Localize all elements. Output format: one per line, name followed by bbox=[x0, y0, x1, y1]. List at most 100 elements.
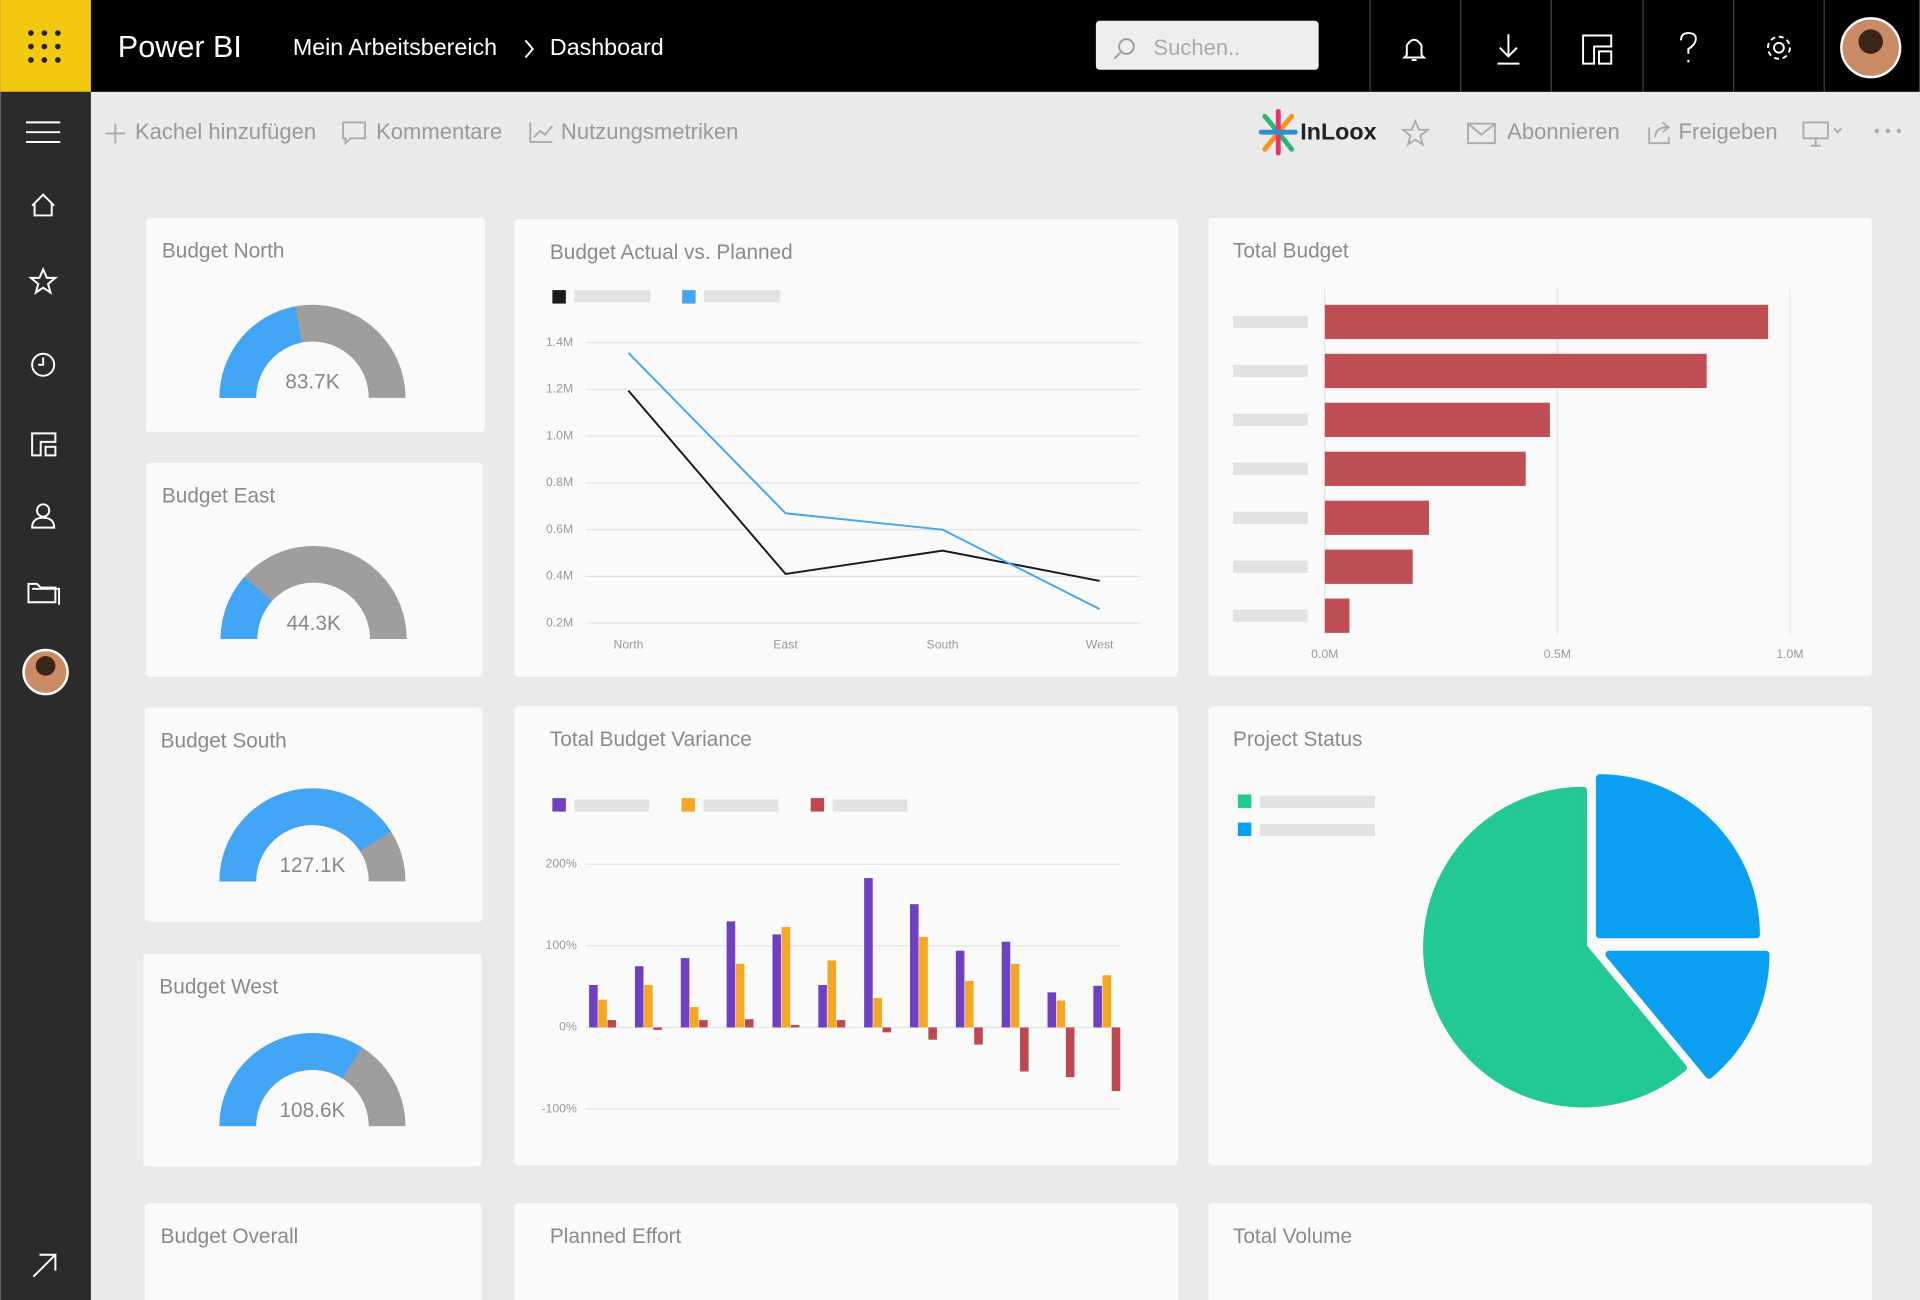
y-tick-label: 0.2M bbox=[546, 615, 573, 629]
tile-title: Budget Actual vs. Planned bbox=[550, 241, 793, 264]
gauge-track bbox=[220, 545, 407, 639]
bar bbox=[607, 1020, 617, 1028]
recent-icon[interactable] bbox=[31, 352, 56, 377]
breadcrumb[interactable]: Mein Arbeitsbereich bbox=[293, 34, 497, 60]
toolbar-action[interactable]: Kachel hinzufügen bbox=[135, 119, 316, 144]
bar bbox=[1324, 402, 1550, 438]
y-tick-label: 0% bbox=[559, 1020, 577, 1034]
shared-icon bbox=[31, 516, 56, 529]
bar bbox=[726, 921, 736, 1028]
add-tile-icon[interactable] bbox=[105, 123, 126, 144]
legend-placeholder bbox=[574, 290, 651, 303]
legend-placeholder bbox=[1259, 823, 1375, 837]
gauge-label: 83.7K bbox=[285, 371, 339, 394]
y-tick-label: 200% bbox=[546, 856, 577, 870]
tile bbox=[144, 1203, 482, 1300]
bar bbox=[836, 1020, 846, 1028]
tile-title: Budget East bbox=[162, 484, 276, 507]
gauge-label: 127.1K bbox=[279, 854, 345, 877]
gauge-label: 108.6K bbox=[279, 1099, 345, 1122]
legend-swatch bbox=[1237, 794, 1252, 808]
bar bbox=[909, 904, 919, 1028]
bar bbox=[1065, 1027, 1075, 1078]
bar bbox=[644, 984, 653, 1028]
line-series bbox=[627, 352, 1101, 610]
bar bbox=[928, 1027, 937, 1040]
bar bbox=[1324, 304, 1769, 340]
toolbar-action[interactable]: Abonnieren bbox=[1507, 119, 1620, 144]
help-icon[interactable] bbox=[1680, 32, 1697, 63]
x-tick-label: 0.5M bbox=[1544, 647, 1571, 661]
gauge-label: 44.3K bbox=[286, 612, 340, 635]
search-box[interactable] bbox=[1095, 20, 1319, 70]
tile bbox=[1208, 217, 1872, 676]
category-placeholder bbox=[1232, 511, 1308, 524]
more-icon[interactable] bbox=[1874, 128, 1902, 134]
comments-icon[interactable] bbox=[342, 121, 367, 146]
category-placeholder bbox=[1232, 364, 1308, 378]
launcher-dots bbox=[28, 30, 61, 63]
subscribe-icon[interactable] bbox=[1467, 122, 1496, 145]
tile bbox=[514, 1203, 1178, 1300]
header-separators bbox=[1369, 0, 1825, 92]
download-icon[interactable] bbox=[1497, 34, 1520, 65]
bar bbox=[772, 934, 782, 1028]
category-placeholder bbox=[1232, 609, 1308, 622]
bar bbox=[1324, 598, 1350, 633]
toolbar-action[interactable]: Nutzungsmetriken bbox=[561, 119, 738, 144]
bar bbox=[1111, 1027, 1121, 1092]
bar bbox=[735, 963, 745, 1028]
toolbar-action[interactable]: Freigeben bbox=[1679, 119, 1778, 144]
tile-title: Total Volume bbox=[1233, 1225, 1352, 1248]
inloox-logo-mark bbox=[1258, 108, 1298, 156]
bar bbox=[589, 984, 598, 1028]
workspaces-icon[interactable] bbox=[27, 582, 61, 605]
bar bbox=[1056, 1000, 1066, 1028]
tile-title: Budget South bbox=[161, 729, 287, 752]
legend-placeholder bbox=[574, 799, 650, 812]
notifications-icon[interactable] bbox=[1401, 38, 1427, 61]
y-tick-label: 1.0M bbox=[546, 428, 573, 442]
bar bbox=[699, 1020, 708, 1028]
avatar-hair bbox=[35, 656, 56, 676]
metrics-icon[interactable] bbox=[529, 122, 554, 143]
bar bbox=[864, 878, 873, 1028]
menu-icon[interactable] bbox=[26, 121, 61, 143]
bar bbox=[1102, 975, 1112, 1028]
settings-icon[interactable] bbox=[1773, 41, 1785, 54]
expand-icon[interactable] bbox=[32, 1253, 57, 1278]
tile bbox=[1208, 1203, 1872, 1300]
bar bbox=[1020, 1027, 1029, 1072]
bar bbox=[1047, 992, 1057, 1028]
legend-swatch bbox=[1237, 822, 1252, 837]
tile-title: Budget West bbox=[159, 975, 278, 998]
settings-icon[interactable] bbox=[1766, 35, 1791, 60]
view-icon[interactable] bbox=[1802, 121, 1843, 147]
search-icon bbox=[1113, 51, 1122, 60]
shared-icon[interactable] bbox=[36, 503, 51, 518]
bar bbox=[598, 999, 607, 1028]
tile-title: Total Budget Variance bbox=[550, 728, 752, 751]
bar bbox=[1093, 985, 1102, 1028]
pie-slice bbox=[1423, 786, 1687, 1108]
legend-placeholder bbox=[832, 799, 908, 812]
favorite-icon[interactable] bbox=[1400, 118, 1431, 147]
share-icon[interactable] bbox=[1648, 121, 1671, 145]
y-tick-label: 0.4M bbox=[546, 569, 573, 583]
breadcrumb-chevron bbox=[524, 39, 535, 59]
apps-icon[interactable] bbox=[31, 432, 57, 457]
apps-icon[interactable] bbox=[1582, 34, 1613, 65]
toolbar-action[interactable]: Kommentare bbox=[376, 119, 502, 144]
gauge-value bbox=[220, 576, 272, 639]
bar bbox=[919, 936, 928, 1028]
favorites-icon[interactable] bbox=[28, 266, 59, 295]
home-icon[interactable] bbox=[31, 193, 55, 217]
y-tick-label: -100% bbox=[541, 1101, 576, 1115]
breadcrumb[interactable]: Dashboard bbox=[550, 34, 664, 60]
category-placeholder bbox=[1232, 315, 1308, 329]
bar bbox=[653, 1027, 662, 1030]
y-tick-label: 100% bbox=[546, 938, 577, 952]
legend-swatch bbox=[552, 798, 566, 812]
bar bbox=[1324, 451, 1526, 486]
bar bbox=[965, 980, 974, 1028]
